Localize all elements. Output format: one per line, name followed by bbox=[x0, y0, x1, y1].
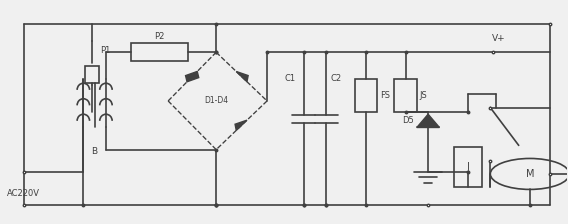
Polygon shape bbox=[236, 71, 248, 82]
Text: P1: P1 bbox=[101, 45, 111, 55]
Bar bbox=[131, 43, 188, 61]
Text: FS: FS bbox=[380, 91, 390, 100]
Text: C2: C2 bbox=[331, 74, 342, 83]
Bar bbox=[85, 66, 99, 83]
Text: B: B bbox=[91, 147, 98, 156]
Polygon shape bbox=[235, 120, 247, 130]
Text: D1-D4: D1-D4 bbox=[204, 97, 228, 106]
Text: AC220V: AC220V bbox=[7, 189, 40, 198]
Text: M: M bbox=[525, 169, 534, 179]
Bar bbox=[354, 79, 377, 112]
Text: J: J bbox=[466, 162, 469, 172]
Polygon shape bbox=[417, 114, 440, 127]
Text: D5: D5 bbox=[402, 116, 414, 125]
Bar bbox=[454, 147, 482, 187]
Bar bbox=[394, 79, 417, 112]
Circle shape bbox=[490, 158, 568, 190]
Text: JS: JS bbox=[420, 91, 427, 100]
Polygon shape bbox=[186, 71, 197, 82]
Text: V+: V+ bbox=[492, 34, 506, 43]
Text: P2: P2 bbox=[154, 32, 165, 41]
Text: C1: C1 bbox=[284, 74, 295, 83]
Polygon shape bbox=[187, 71, 199, 82]
